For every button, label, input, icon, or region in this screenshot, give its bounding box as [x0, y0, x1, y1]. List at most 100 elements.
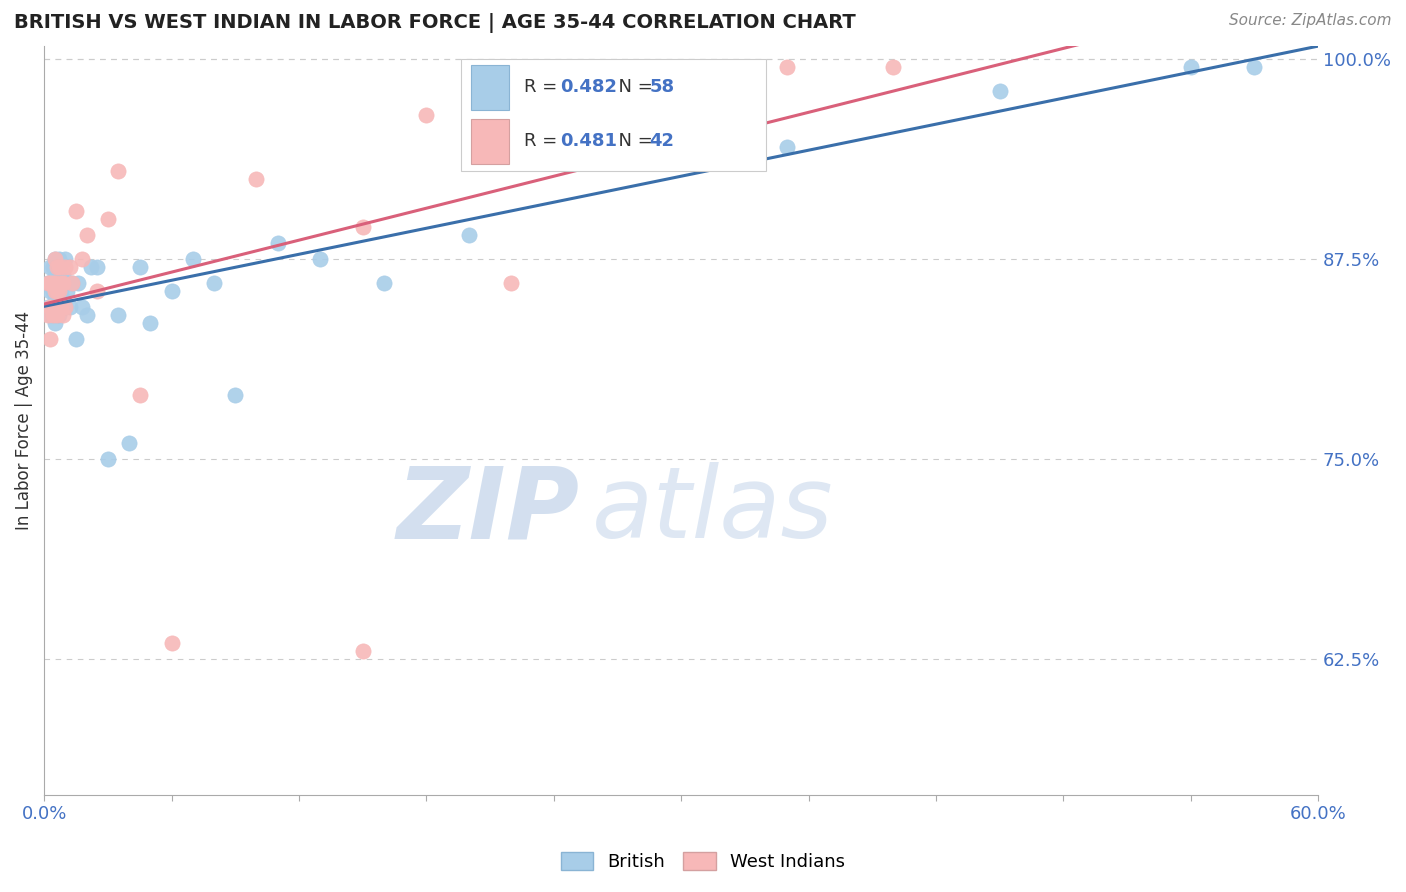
Point: [44, 268, 66, 282]
Point: [44, 284, 66, 298]
Point: [224, 388, 246, 402]
Point: [882, 60, 904, 74]
Point: [37, 300, 59, 314]
Text: N =: N =: [607, 78, 659, 96]
Point: [44, 292, 66, 306]
Point: [44, 316, 66, 330]
Point: [45, 308, 67, 322]
Point: [44, 300, 66, 314]
Point: [53, 252, 76, 266]
Point: [309, 252, 332, 266]
Point: [48, 292, 70, 306]
Point: [39, 332, 62, 346]
Point: [41, 260, 63, 274]
Point: [72, 252, 94, 266]
Point: [76, 227, 98, 242]
Point: [41, 308, 63, 322]
Point: [48, 300, 70, 314]
Point: [60, 276, 83, 290]
Y-axis label: In Labor Force | Age 35-44: In Labor Force | Age 35-44: [15, 311, 32, 530]
Point: [48, 284, 70, 298]
Legend: British, West Indians: British, West Indians: [554, 845, 852, 879]
Point: [160, 284, 183, 298]
Point: [45, 260, 67, 274]
Text: 0.482: 0.482: [560, 78, 617, 96]
Point: [118, 436, 141, 450]
Point: [72, 300, 94, 314]
Point: [627, 60, 650, 74]
Point: [44, 252, 66, 266]
Point: [49, 268, 72, 282]
Point: [58, 300, 80, 314]
Point: [501, 276, 523, 290]
Point: [48, 308, 70, 322]
Point: [1243, 60, 1265, 74]
Point: [352, 220, 374, 235]
Point: [39, 308, 62, 322]
Point: [39, 300, 62, 314]
Text: N =: N =: [607, 132, 659, 151]
Point: [65, 332, 87, 346]
Point: [669, 140, 692, 154]
Point: [41, 308, 63, 322]
Point: [39, 260, 62, 274]
Point: [60, 276, 83, 290]
Point: [160, 636, 183, 650]
Text: BRITISH VS WEST INDIAN IN LABOR FORCE | AGE 35-44 CORRELATION CHART: BRITISH VS WEST INDIAN IN LABOR FORCE | …: [14, 13, 856, 33]
Point: [48, 252, 70, 266]
Point: [1180, 60, 1202, 74]
Point: [56, 284, 79, 298]
Point: [776, 140, 799, 154]
Point: [139, 316, 162, 330]
Bar: [471, 119, 509, 164]
Point: [128, 388, 150, 402]
Text: 0.481: 0.481: [560, 132, 617, 151]
Point: [107, 308, 129, 322]
Point: [49, 300, 72, 314]
Point: [39, 276, 62, 290]
Point: [107, 164, 129, 178]
Point: [373, 276, 395, 290]
Point: [457, 227, 479, 242]
Point: [86, 260, 108, 274]
Point: [49, 276, 72, 290]
Point: [776, 60, 799, 74]
Bar: [471, 65, 509, 110]
Point: [266, 235, 288, 250]
Point: [52, 276, 75, 290]
Point: [128, 260, 150, 274]
Point: [415, 108, 437, 122]
Text: 42: 42: [650, 132, 675, 151]
Point: [52, 268, 75, 282]
Point: [53, 260, 76, 274]
Point: [988, 84, 1011, 98]
Point: [44, 276, 66, 290]
Point: [49, 284, 72, 298]
Point: [45, 284, 67, 298]
Point: [52, 292, 75, 306]
Point: [53, 276, 76, 290]
Point: [45, 284, 67, 298]
Point: [53, 300, 76, 314]
Point: [181, 252, 204, 266]
Point: [48, 260, 70, 274]
Point: [45, 260, 67, 274]
Text: ZIP: ZIP: [396, 462, 579, 559]
Point: [44, 276, 66, 290]
Point: [37, 276, 59, 290]
Point: [80, 260, 103, 274]
Point: [41, 276, 63, 290]
Text: atlas: atlas: [592, 462, 834, 559]
Bar: [461, 59, 766, 171]
Point: [352, 644, 374, 658]
Text: Source: ZipAtlas.com: Source: ZipAtlas.com: [1229, 13, 1392, 29]
Point: [44, 284, 66, 298]
Point: [97, 212, 120, 227]
Point: [86, 284, 108, 298]
Point: [45, 308, 67, 322]
Point: [97, 452, 120, 467]
Point: [202, 276, 225, 290]
Point: [564, 140, 586, 154]
Point: [501, 60, 523, 74]
Point: [49, 300, 72, 314]
